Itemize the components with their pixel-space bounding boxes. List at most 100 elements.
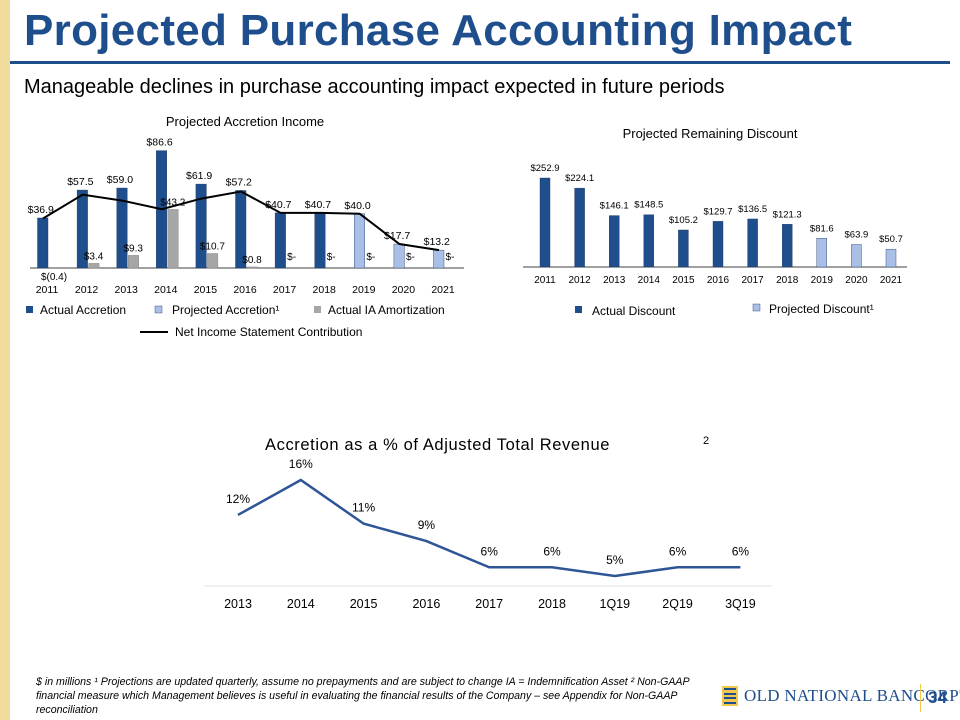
x-tick-2018: 2018 (538, 597, 566, 611)
accretion-label-2018: $40.7 (305, 199, 331, 211)
x-tick-2011: 2011 (36, 284, 59, 296)
accretion-label-2019: $40.0 (344, 200, 370, 212)
accretion-label-2013: $59.0 (107, 174, 133, 186)
discount-label-2018: $121.3 (773, 209, 802, 220)
accretion-label-2015: $61.9 (186, 170, 212, 182)
legend-swatch-actual-accretion (26, 306, 33, 313)
x-tick-2015: 2015 (672, 275, 695, 286)
bar-discount-2015 (678, 229, 689, 268)
x-tick-2018: 2018 (776, 275, 799, 286)
bar-amortization-2015 (207, 253, 219, 269)
percent-label-2Q19: 6% (669, 544, 687, 558)
bar-accretion-2019 (354, 213, 365, 269)
legend-label-actual-accretion: Actual Accretion (40, 303, 126, 317)
x-tick-2015: 2015 (194, 284, 218, 296)
accretion-label-2016: $57.2 (226, 176, 252, 188)
bar-amortization-2016 (246, 266, 258, 269)
percent-label-2015: 11% (352, 501, 375, 515)
legend-label-net-income: Net Income Statement Contribution (175, 325, 362, 339)
x-tick-2021: 2021 (880, 275, 903, 286)
amortization-label-2016: $0.8 (242, 255, 262, 266)
legend-swatch-projected-accretion (154, 305, 163, 314)
discount-label-2016: $129.7 (703, 206, 732, 217)
discount-label-2021: $50.7 (879, 234, 903, 245)
percent-label-2013: 12% (226, 492, 250, 506)
bar-discount-2016 (712, 221, 724, 268)
x-tick-2020: 2020 (392, 284, 416, 296)
bar-accretion-2013 (116, 187, 128, 269)
bar-accretion-2018 (314, 212, 326, 269)
amortization-label-2012: $3.4 (84, 251, 104, 262)
amortization-label-2021: $- (446, 252, 455, 263)
x-tick-2011: 2011 (534, 275, 556, 286)
x-tick-2012: 2012 (568, 275, 591, 286)
legend-swatch-ia-amortization (314, 306, 321, 313)
percent-label-2018: 6% (543, 544, 561, 558)
legend-label-projected-discount: Projected Discount¹ (769, 302, 874, 316)
chart-title: Projected Remaining Discount (623, 126, 798, 141)
net-income-line (42, 190, 440, 252)
percent-label-2017: 6% (481, 544, 499, 558)
amortization-label-2015: $10.7 (200, 241, 225, 252)
x-tick-2016: 2016 (412, 597, 440, 611)
legend-swatch-actual-discount (575, 306, 582, 313)
amortization-label-2013: $9.3 (123, 243, 143, 254)
bar-discount-2011 (539, 177, 551, 268)
discount-label-2012: $224.1 (565, 173, 594, 184)
chart-title-superscript: 2 (703, 435, 709, 447)
bar-accretion-2021 (433, 249, 445, 269)
company-logo: OLD NATIONAL BANCORP® (722, 686, 960, 706)
amortization-label-2019: $- (366, 252, 375, 263)
x-tick-2017: 2017 (273, 284, 297, 296)
accretion-label-2021: $13.2 (424, 236, 450, 248)
x-tick-2018: 2018 (313, 284, 337, 296)
bar-discount-2020 (851, 244, 862, 268)
amortization-label-2017: $- (287, 252, 296, 263)
x-tick-2Q19: 2Q19 (662, 597, 693, 611)
x-tick-2021: 2021 (431, 284, 455, 296)
percent-label-2014: 16% (289, 457, 313, 471)
x-tick-2016: 2016 (707, 275, 730, 286)
x-tick-2013: 2013 (115, 284, 139, 296)
title-rule (10, 61, 950, 64)
bar-accretion-2015 (195, 183, 207, 269)
discount-label-2019: $81.6 (810, 223, 834, 234)
bar-accretion-2011 (37, 217, 49, 269)
legend-label-projected-accretion: Projected Accretion¹ (172, 303, 279, 317)
percent-label-1Q19: 5% (606, 553, 624, 567)
legend-swatch-projected-discount (752, 303, 761, 312)
bar-accretion-2012 (76, 189, 88, 269)
legend-label-ia-amortization: Actual IA Amortization (328, 303, 445, 317)
accretion-label-2017: $40.7 (265, 199, 291, 211)
percent-label-2016: 9% (418, 518, 436, 532)
discount-label-2020: $63.9 (845, 230, 869, 241)
x-tick-2020: 2020 (845, 275, 868, 286)
accretion-label-2014: $86.6 (146, 137, 172, 149)
chart-title: Projected Accretion Income (166, 114, 324, 129)
bar-discount-2013 (608, 215, 620, 268)
bar-discount-2019 (816, 238, 827, 268)
bar-accretion-2016 (235, 190, 247, 269)
legend-label-actual-discount: Actual Discount (592, 304, 676, 318)
x-tick-2014: 2014 (638, 275, 661, 286)
amortization-label-2020: $- (406, 252, 415, 263)
remaining-discount-chart: Projected Remaining Discount $252.9 2011 $2… (523, 126, 907, 318)
bar-accretion-2020 (393, 243, 405, 269)
x-tick-3Q19: 3Q19 (725, 597, 756, 611)
percent-line (237, 478, 741, 578)
x-tick-2013: 2013 (603, 275, 626, 286)
x-tick-2017: 2017 (741, 275, 764, 286)
accretion-label-2011: $36.9 (28, 204, 54, 216)
chart-title: Accretion as a % of Adjusted Total Reven… (265, 436, 610, 454)
bar-discount-2018 (782, 224, 793, 268)
page-number: 34 (928, 688, 947, 707)
amortization-label-2014: $43.2 (160, 197, 185, 208)
discount-label-2015: $105.2 (669, 215, 698, 226)
discount-label-2011: $252.9 (530, 163, 559, 174)
x-tick-2017: 2017 (475, 597, 503, 611)
discount-label-2014: $148.5 (634, 200, 663, 211)
logo-emblem-icon (722, 686, 738, 706)
bar-discount-2017 (747, 218, 758, 268)
x-tick-2015: 2015 (350, 597, 378, 611)
percent-label-3Q19: 6% (732, 544, 750, 558)
